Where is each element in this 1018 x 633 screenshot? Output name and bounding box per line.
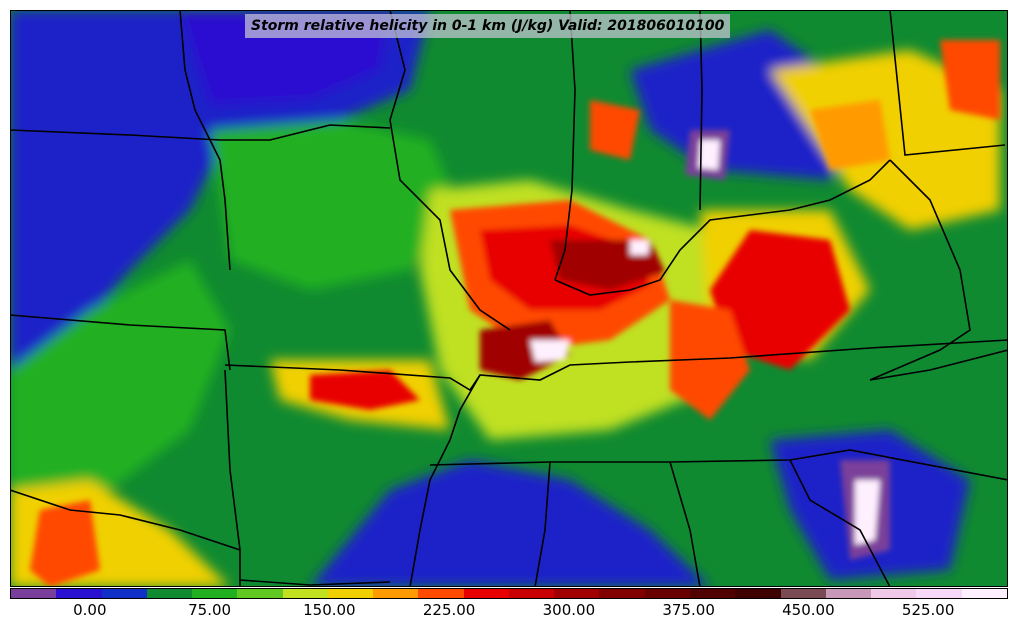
- boundary-ohio-pennsylvania: [889, 10, 1006, 156]
- red-core-kentucky: [710, 230, 850, 370]
- colorbar-segment: [780, 589, 826, 598]
- colorbar-segment: [146, 589, 193, 598]
- colorbar-segment: [237, 589, 283, 598]
- colorbar-segment: [282, 589, 328, 598]
- low-helicity-west: [10, 10, 430, 370]
- orange-core-kentucky: [670, 300, 750, 420]
- colorbar-segment: [689, 589, 736, 598]
- boundary-oklahoma-texas: [10, 489, 241, 587]
- colorbar-segment: [825, 589, 872, 598]
- boundary-west-virginia: [869, 159, 971, 381]
- colorbar-segment: [961, 589, 1007, 598]
- red-core-northeast: [940, 40, 1000, 120]
- colorbar-segment: [327, 589, 374, 598]
- red-core-arkansas: [310, 370, 420, 410]
- boundary-virginia: [869, 349, 1008, 381]
- colorbar-segment: [192, 589, 238, 598]
- boundary-missouri-arkansas: [224, 339, 1008, 392]
- colorbar-segment: [11, 589, 57, 598]
- colorbar-tick-label: 75.00: [188, 601, 232, 619]
- helicity-core: [30, 40, 1000, 587]
- colorbar-segment: [916, 589, 962, 598]
- colorbar-segment: [418, 589, 464, 598]
- colorbar-tick-label: 300.00: [542, 601, 596, 619]
- low-helicity-south: [310, 460, 710, 587]
- darkred-core-2: [480, 320, 570, 380]
- title-box: Storm relative helicity in 0-1 km (J/kg)…: [245, 14, 731, 38]
- boundary-tennessee-south: [429, 449, 1008, 481]
- colorbar-segment: [463, 589, 509, 598]
- colorbar-ticks: 0.00 75.00 150.00 225.00 300.00 375.00 450.00 5…: [10, 601, 1008, 625]
- colorbar-segment: [599, 589, 645, 598]
- boundary-gulf-coast: [239, 579, 391, 586]
- colorbar-segment: [871, 589, 917, 598]
- boundary-mississippi-river: [409, 374, 481, 587]
- colorbar-segment: [735, 589, 781, 598]
- colorbar-segment: [56, 589, 102, 598]
- mid-green-west: [10, 260, 230, 510]
- colorbar-tick-label: 450.00: [782, 601, 835, 619]
- white-spot-southeast: [855, 480, 880, 545]
- colorbar-tick-label: 525.00: [901, 601, 955, 619]
- colorbar-segment: [373, 589, 419, 598]
- colorbar-segment: [644, 589, 690, 598]
- colorbar-segment: [508, 589, 555, 598]
- map-frame: [10, 10, 1008, 587]
- red-core-indiana: [590, 100, 640, 160]
- red-core-ohio: [810, 100, 890, 170]
- boundary-ohio-river: [554, 159, 891, 296]
- white-spot-central: [530, 340, 570, 362]
- red-core-southwest: [30, 500, 100, 587]
- white-spot-ohio: [630, 240, 650, 255]
- boundary-georgia-carolina: [789, 459, 891, 587]
- boundary-illinois-indiana: [554, 10, 576, 281]
- state-boundaries: [10, 10, 1008, 587]
- boundary-kansas-missouri: [179, 10, 231, 271]
- colorbar-tick-label: 150.00: [303, 601, 356, 619]
- helicity-map: [10, 10, 1008, 587]
- colorbar-tick-label: 375.00: [662, 601, 715, 619]
- map-title: Storm relative helicity in 0-1 km (J/kg)…: [251, 18, 725, 34]
- boundary-mississippi-alabama: [534, 461, 551, 587]
- colorbar-tick-label: 225.00: [422, 601, 476, 619]
- boundary-iowa-missouri: [10, 124, 391, 141]
- boundary-alabama-georgia: [669, 461, 701, 587]
- white-spot-north: [698, 140, 720, 170]
- colorbar-tick-label: 0.00: [73, 601, 107, 619]
- boundary-missouri-illinois: [389, 10, 511, 331]
- boundary-arkansas-oklahoma: [224, 369, 241, 551]
- boundary-kansas-oklahoma: [10, 314, 231, 371]
- colorbar-segment: [101, 589, 147, 598]
- colorbar: [10, 588, 1008, 599]
- colorbar-segment: [554, 589, 600, 598]
